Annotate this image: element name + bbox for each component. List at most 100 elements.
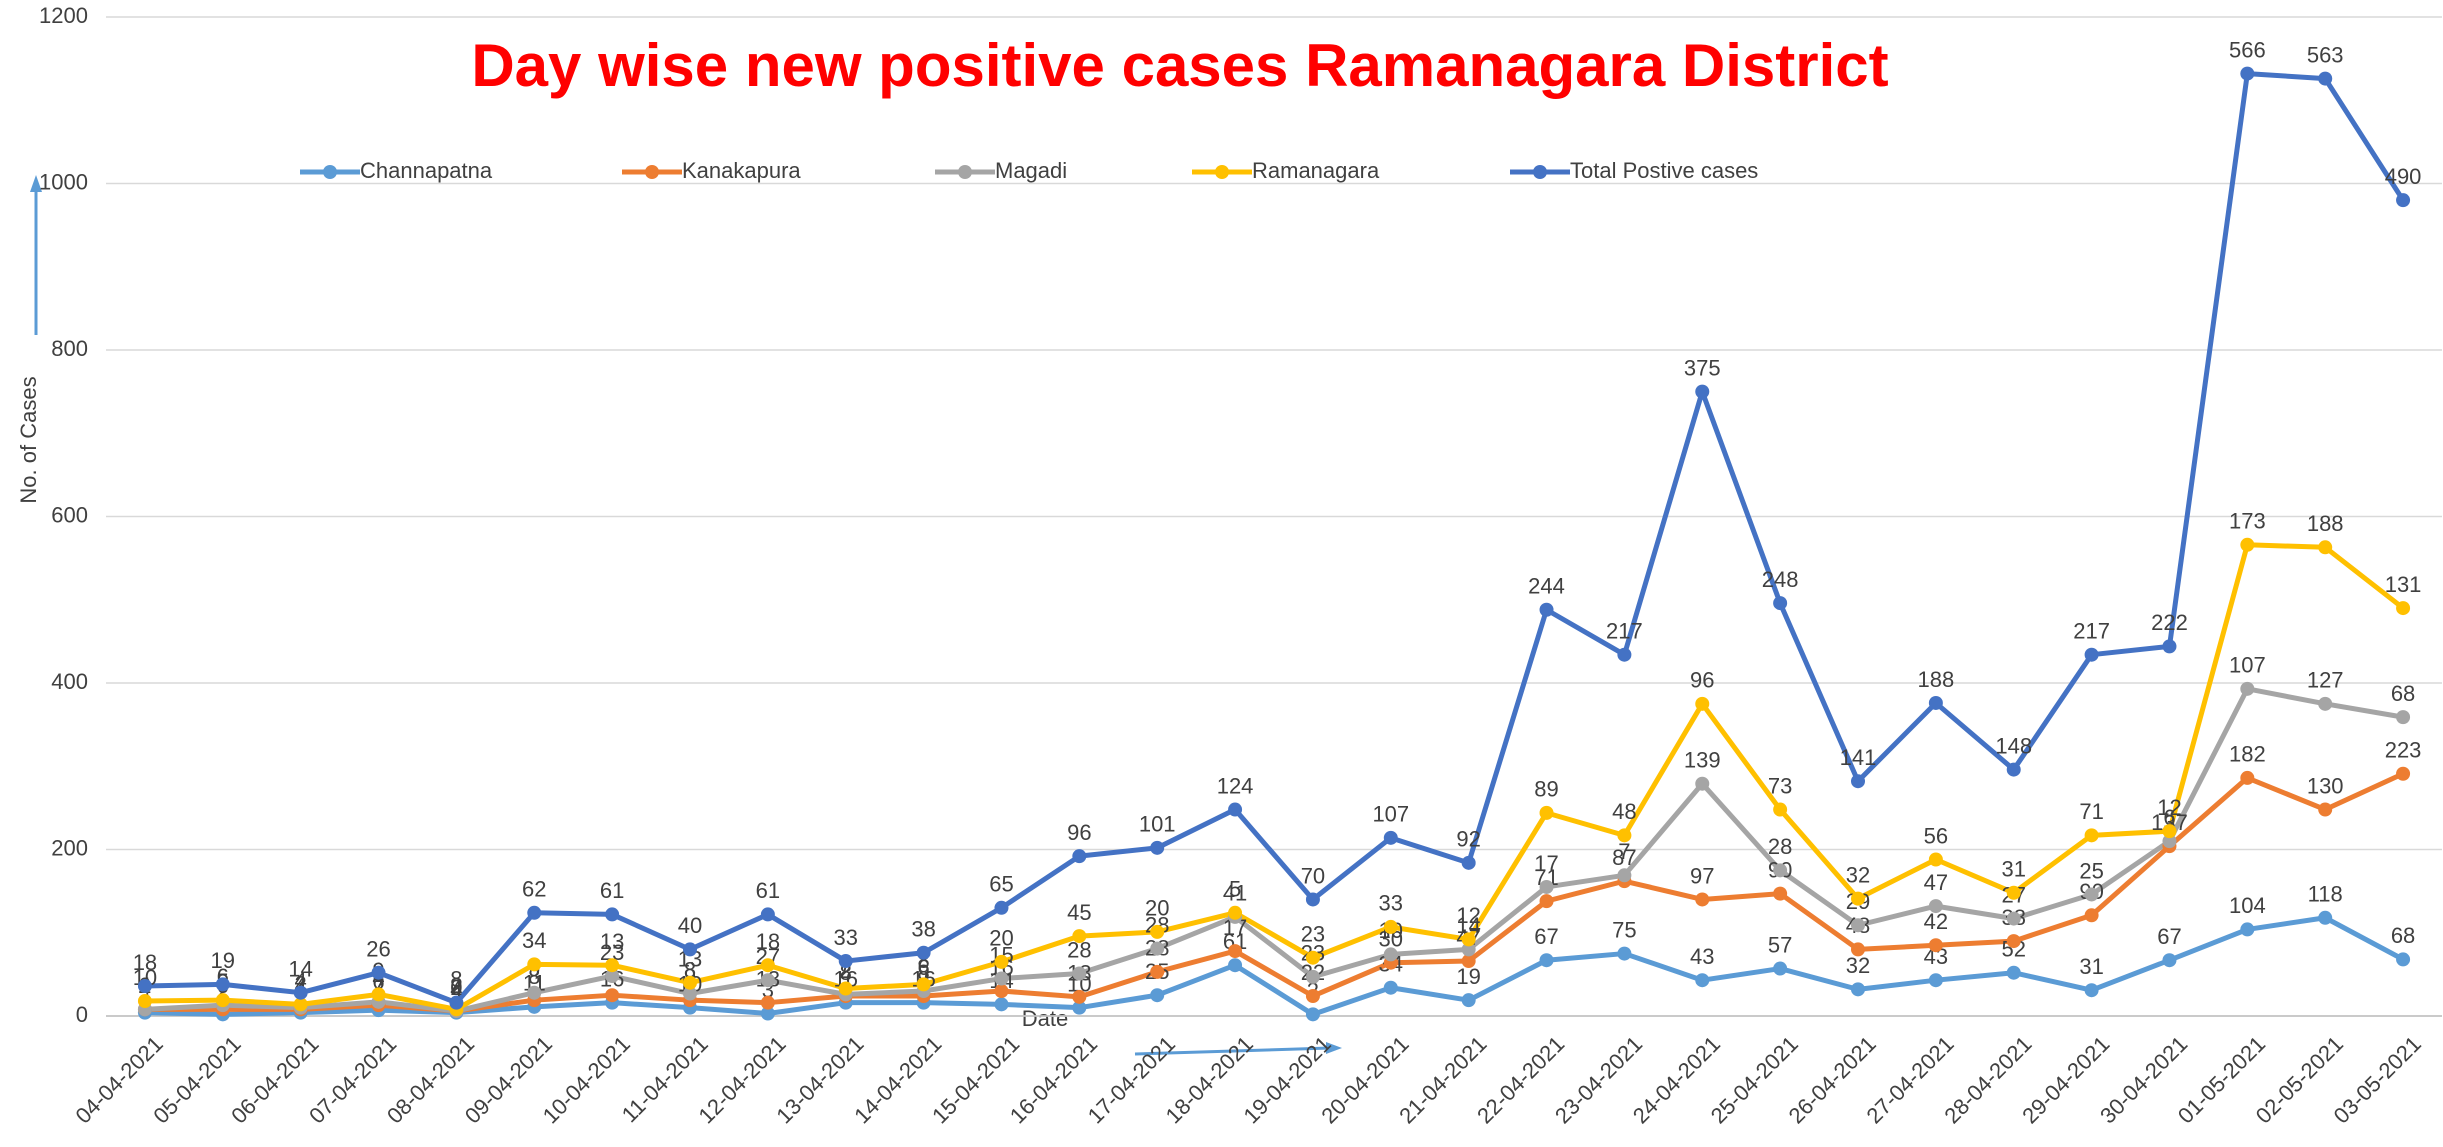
data-point [1461, 932, 1476, 947]
data-point [1150, 924, 1165, 939]
series-line [144, 915, 2405, 1017]
data-point [1150, 941, 1165, 956]
data-point [1773, 802, 1788, 817]
data-point [1617, 868, 1632, 883]
data-point [1150, 840, 1165, 855]
data-label: 8 [684, 957, 696, 982]
data-point [1461, 954, 1476, 969]
legend-label: Ramanagara [1252, 158, 1380, 183]
data-point [1228, 958, 1243, 973]
y-tick-label: 1000 [39, 169, 88, 194]
data-point [1461, 942, 1476, 957]
data-label: 0 [450, 975, 462, 1000]
data-point [1773, 863, 1788, 878]
data-point [2396, 952, 2411, 967]
series-line [144, 542, 2405, 1012]
data-label: 182 [2229, 742, 2266, 767]
data-point [1072, 1000, 1087, 1015]
data-point [215, 993, 230, 1008]
data-point [1539, 894, 1554, 909]
data-label: 5 [1229, 877, 1241, 902]
y-tick-label: 1200 [39, 3, 88, 28]
data-point [2006, 762, 2021, 777]
legend-marker [1533, 165, 1547, 179]
y-tick-label: 400 [51, 669, 88, 694]
data-point [916, 945, 931, 960]
data-point [1928, 938, 1943, 953]
legend-label: Magadi [995, 158, 1067, 183]
data-point [2162, 639, 2177, 654]
y-arrow-head [30, 175, 42, 192]
data-point [2006, 965, 2021, 980]
data-point [1851, 982, 1865, 997]
data-label: 41 [1223, 881, 1247, 906]
series-line [144, 686, 2404, 1014]
data-label: 56 [1924, 823, 1948, 848]
data-point [2396, 710, 2411, 725]
data-label: 222 [2151, 610, 2188, 635]
data-label: 38 [911, 917, 935, 942]
data-point [994, 900, 1009, 915]
series-line [144, 771, 2405, 1014]
data-point [527, 985, 542, 1000]
data-point [1695, 973, 1710, 988]
data-point [1617, 946, 1632, 961]
data-point [838, 954, 853, 969]
data-point [1773, 886, 1788, 901]
data-point [2084, 647, 2099, 662]
data-label: 61 [600, 878, 624, 903]
data-label: 67 [1534, 924, 1558, 949]
series-line [144, 71, 2406, 1006]
data-point [2396, 766, 2411, 781]
data-label: 26 [366, 937, 390, 962]
data-point [1383, 830, 1398, 845]
data-point [2006, 911, 2021, 926]
data-point [2162, 953, 2177, 968]
data-point [760, 907, 775, 922]
data-label: 223 [2385, 738, 2422, 763]
data-point [1539, 805, 1554, 820]
data-label: 32 [1846, 862, 1870, 887]
data-label: 18 [133, 950, 157, 975]
data-label: 107 [2229, 653, 2266, 678]
data-label: 6 [917, 955, 929, 980]
data-point [1461, 855, 1476, 870]
data-point [449, 995, 464, 1010]
data-point [2396, 601, 2411, 616]
data-label: 127 [2307, 668, 2344, 693]
data-label: 62 [522, 877, 546, 902]
data-label: 375 [1684, 355, 1721, 380]
data-label: 96 [1067, 820, 1091, 845]
chart-title: Day wise new positive cases Ramanagara D… [471, 32, 1888, 99]
data-label: 89 [1534, 777, 1558, 802]
data-point [683, 975, 697, 990]
data-label: 2 [450, 973, 462, 998]
data-point [1928, 695, 1943, 710]
data-label: 68 [2391, 681, 2415, 706]
data-label: 173 [2229, 509, 2266, 534]
data-label: 92 [1456, 827, 1480, 852]
data-label: 118 [2308, 882, 2343, 907]
data-point [527, 905, 542, 920]
data-point [1383, 919, 1398, 934]
data-point [2240, 681, 2255, 696]
data-label: 148 [1995, 733, 2032, 758]
data-point [760, 973, 775, 988]
data-point [760, 995, 775, 1010]
data-point [1617, 647, 1632, 662]
data-label: 33 [1379, 891, 1403, 916]
data-label: 566 [2229, 37, 2266, 62]
data-point [1539, 879, 1554, 894]
data-point [1928, 852, 1943, 867]
data-label: 12 [2157, 795, 2181, 820]
y-tick-label: 800 [51, 336, 88, 361]
data-point [1461, 993, 1476, 1008]
data-label: 130 [2307, 773, 2344, 798]
data-point [1695, 776, 1710, 791]
data-label: 217 [1606, 619, 1643, 644]
data-point [1305, 1007, 1320, 1022]
data-point [2318, 696, 2333, 711]
data-point [1228, 802, 1243, 817]
data-point [1695, 384, 1710, 399]
data-point [1072, 966, 1087, 981]
